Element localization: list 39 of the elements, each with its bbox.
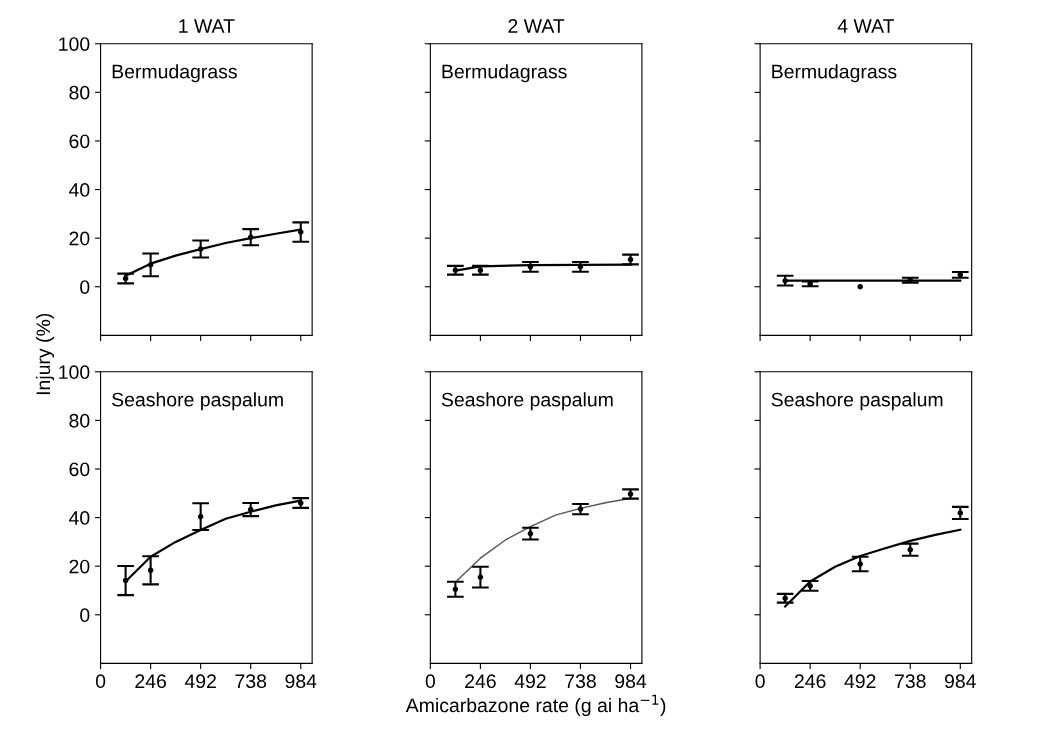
x-tick-label: 984 xyxy=(615,674,647,689)
x-tick-label: 246 xyxy=(465,674,496,689)
x-tick-label: 738 xyxy=(565,674,596,689)
y-tick-label: 80 xyxy=(69,413,90,428)
chart-title: 4 WAT xyxy=(837,19,895,33)
annotation: Bermudagrass xyxy=(772,64,897,83)
x-axis-title: Amicarbazone rate (g ai ha$^{−1}$) xyxy=(405,694,666,717)
y-tick-label: 80 xyxy=(69,85,90,100)
y-tick-label: 0 xyxy=(80,280,90,294)
x-tick-label: 492 xyxy=(514,674,546,689)
x-tick-label: 0 xyxy=(95,674,106,689)
annotation: Bermudagrass xyxy=(442,64,567,83)
x-tick-label: 492 xyxy=(184,674,216,689)
x-tick-label: 738 xyxy=(235,674,267,689)
annotation: Seashore paspalum xyxy=(441,392,613,411)
y-tick-label: 40 xyxy=(68,511,90,525)
x-tick-label: 246 xyxy=(135,674,166,689)
x-tick-label: 984 xyxy=(944,674,976,689)
x-tick-label: 492 xyxy=(844,674,876,689)
point xyxy=(857,283,863,290)
chart-title: 1 WAT xyxy=(179,19,235,33)
y-tick-label: 100 xyxy=(59,365,90,380)
x-tick-label: 738 xyxy=(895,674,926,689)
annotation: Bermudagrass xyxy=(112,64,237,83)
y-tick-label: 60 xyxy=(69,462,90,477)
x-tick-label: 0 xyxy=(755,674,765,689)
y-tick-label: 60 xyxy=(69,134,90,149)
y-tick-label: 20 xyxy=(69,559,90,574)
y-tick-label: 100 xyxy=(59,37,90,51)
y-axis-title: Injury (%) xyxy=(35,313,55,395)
annotation: Seashore paspalum xyxy=(112,392,283,411)
y-tick-label: 40 xyxy=(68,183,90,197)
x-tick-label: 984 xyxy=(285,674,317,689)
annotation: Seashore paspalum xyxy=(771,392,943,411)
y-tick-label: 20 xyxy=(69,231,90,246)
x-tick-label: 246 xyxy=(794,674,826,689)
x-tick-label: 0 xyxy=(425,674,435,689)
chart-title: 2 WAT xyxy=(508,19,565,33)
y-tick-label: 0 xyxy=(80,608,90,623)
